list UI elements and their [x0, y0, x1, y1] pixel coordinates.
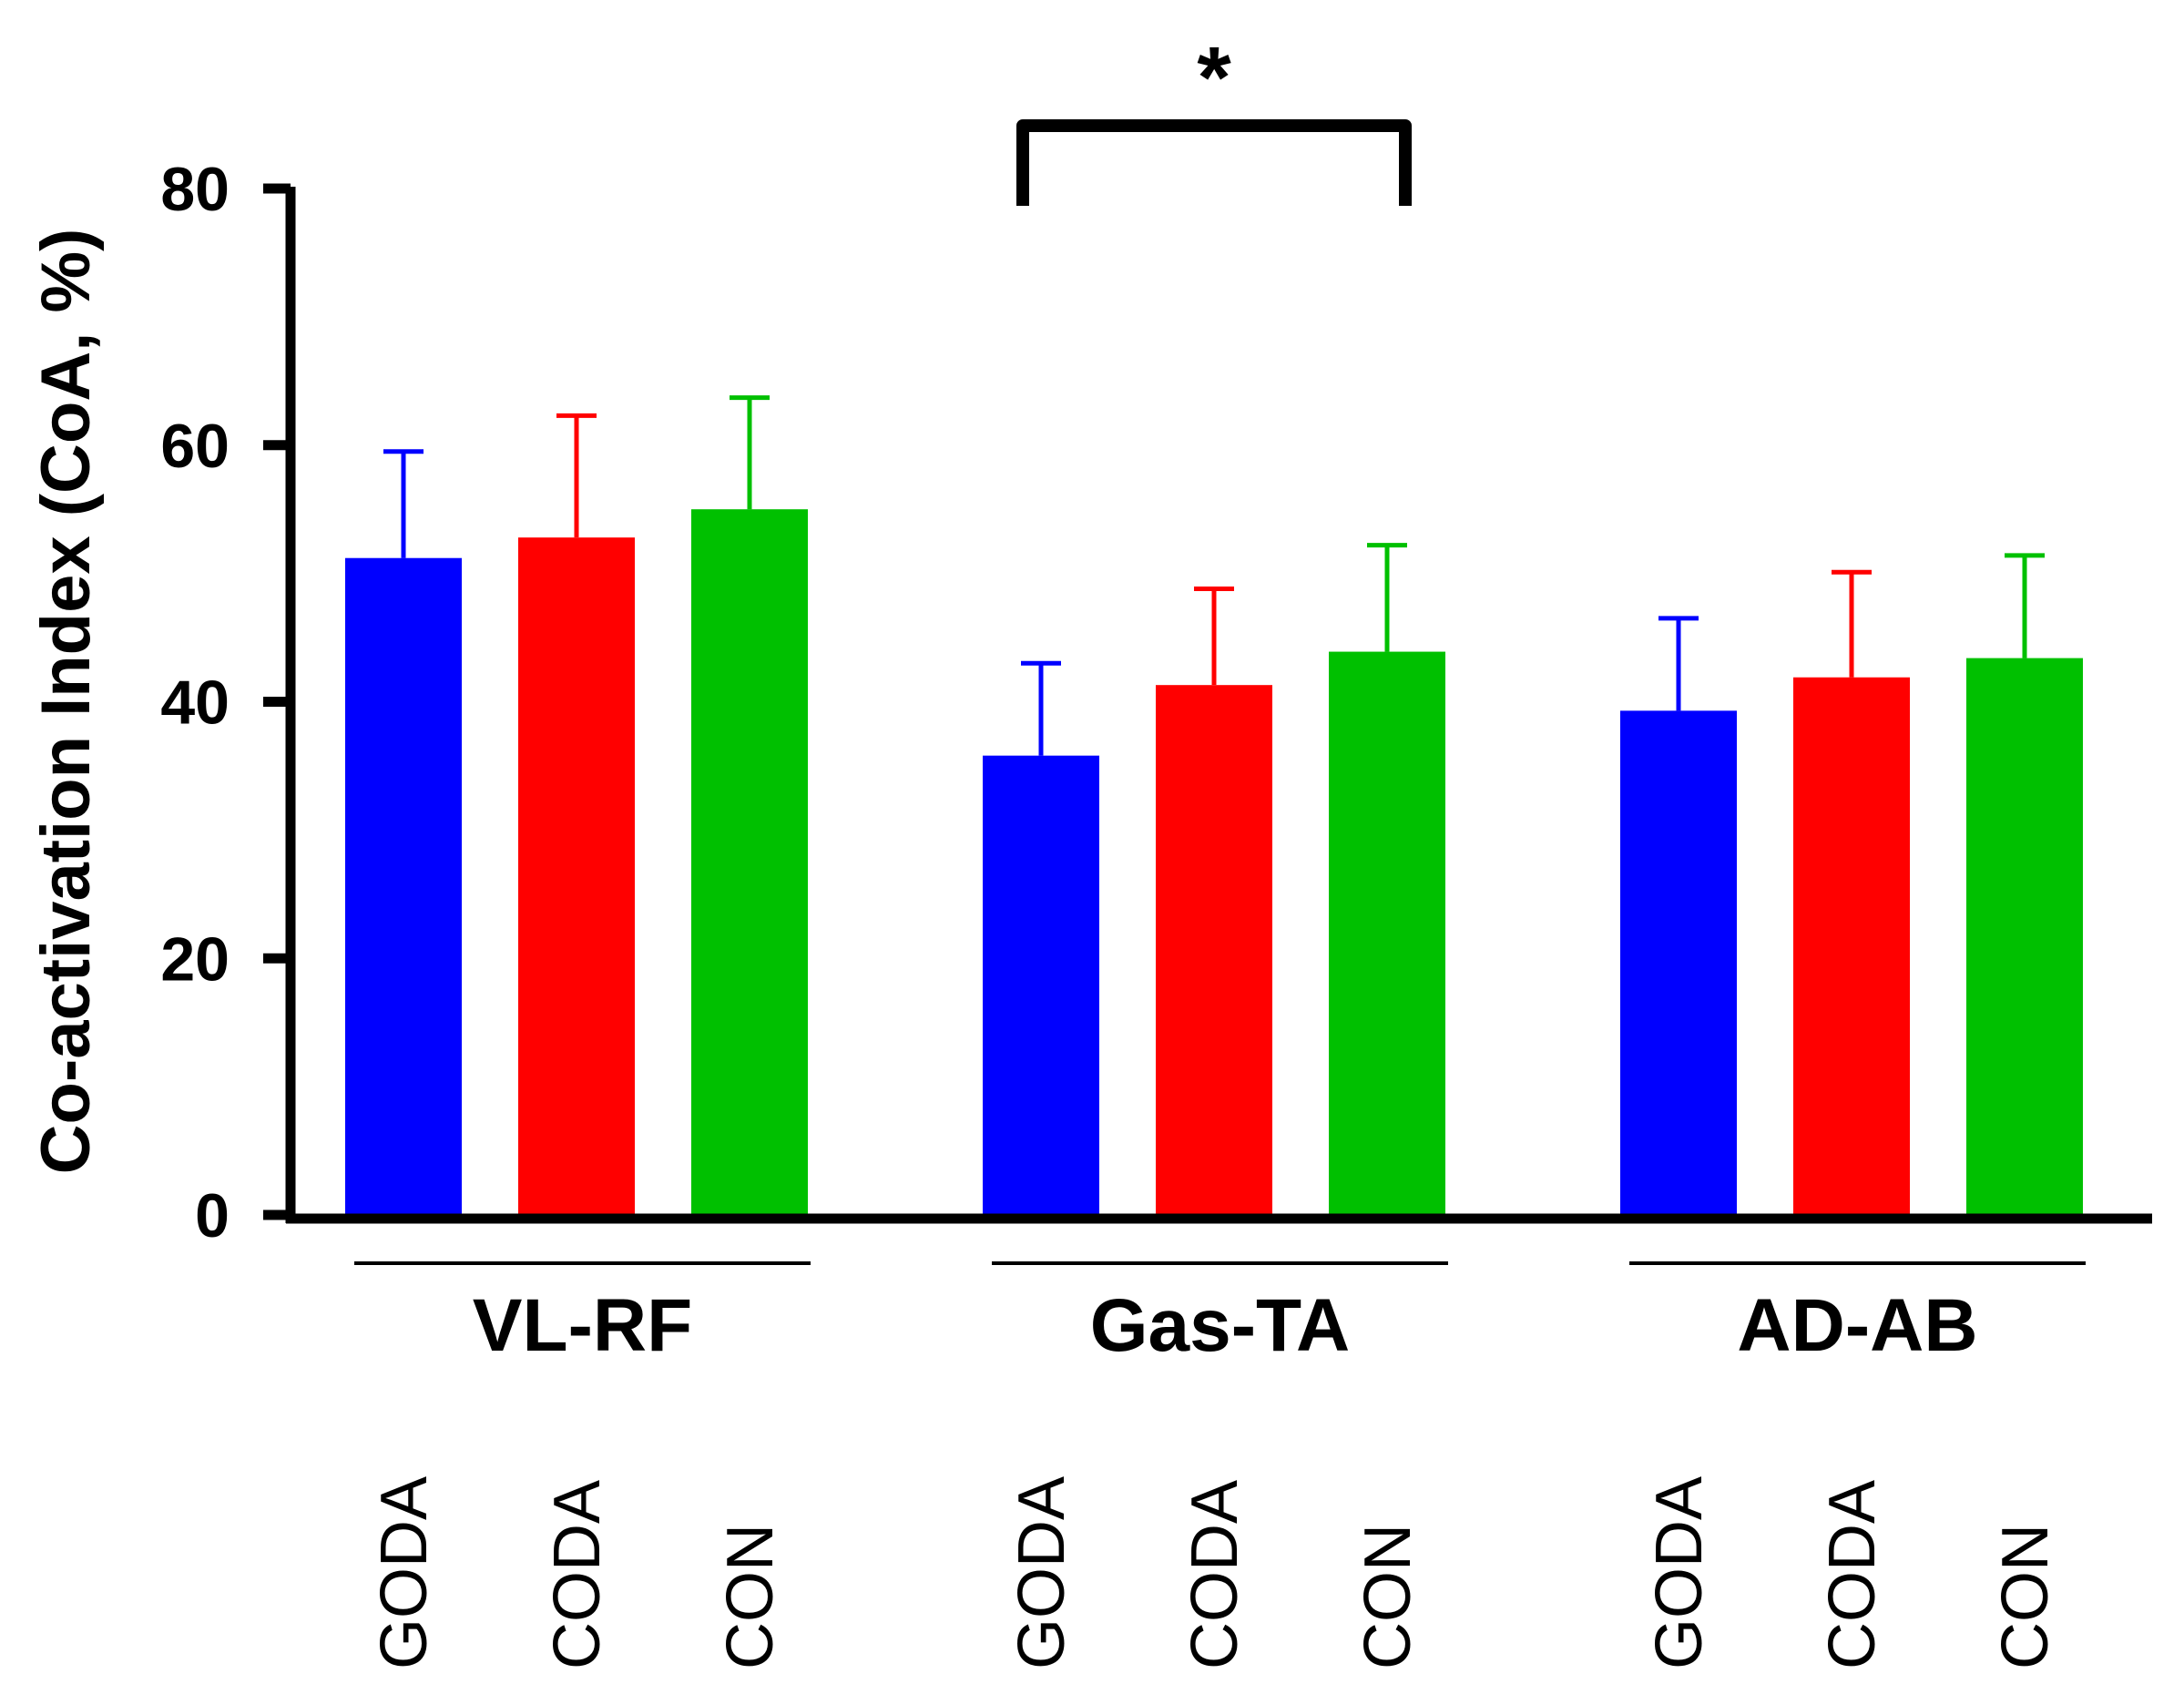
- group-label: AD-AB: [1737, 1284, 1977, 1367]
- category-label: GODA: [368, 1476, 441, 1669]
- y-tick-label: 0: [195, 1181, 230, 1250]
- bar-ad-ab-goda: [1620, 710, 1737, 1215]
- bar-gas-ta-con: [1329, 651, 1445, 1215]
- bar-vl-rf-con: [691, 509, 808, 1215]
- category-label: GODA: [1005, 1476, 1078, 1669]
- bar-vl-rf-goda: [345, 557, 462, 1215]
- y-tick-label: 40: [160, 668, 230, 738]
- bar-gas-ta-goda: [983, 755, 1099, 1215]
- bar-ad-ab-con: [1966, 658, 2083, 1215]
- y-ticks-layer: 0 20 40 60 80: [160, 155, 291, 1250]
- bars-layer: [345, 509, 2083, 1215]
- category-label: CON: [714, 1524, 787, 1669]
- bar-vl-rf-coda: [518, 537, 635, 1215]
- y-tick-label: 80: [160, 155, 230, 224]
- significance-star: *: [1197, 29, 1231, 127]
- error-bars-layer: [383, 395, 2045, 756]
- category-label: CODA: [541, 1480, 614, 1669]
- y-tick-label: 60: [160, 412, 230, 481]
- category-label: CODA: [1179, 1480, 1251, 1669]
- y-axis-label: Co-activation Index (CoA, %): [27, 229, 105, 1175]
- category-labels-layer: GODA CODA CON GODA CODA CON GODA CODA CON: [368, 1476, 2062, 1669]
- category-label: CON: [1352, 1524, 1424, 1669]
- category-label: GODA: [1643, 1476, 1716, 1669]
- bar-gas-ta-coda: [1156, 685, 1272, 1215]
- significance-bracket: [1016, 119, 1412, 206]
- y-tick-label: 20: [160, 924, 230, 994]
- group-labels-layer: VL-RF Gas-TA AD-AB: [354, 1261, 2086, 1367]
- group-label: VL-RF: [473, 1284, 692, 1367]
- category-label: CODA: [1816, 1480, 1889, 1669]
- group-label: Gas-TA: [1090, 1284, 1351, 1367]
- category-label: CON: [1989, 1524, 2062, 1669]
- bar-ad-ab-coda: [1793, 677, 1910, 1215]
- significance-layer: *: [1016, 29, 1412, 206]
